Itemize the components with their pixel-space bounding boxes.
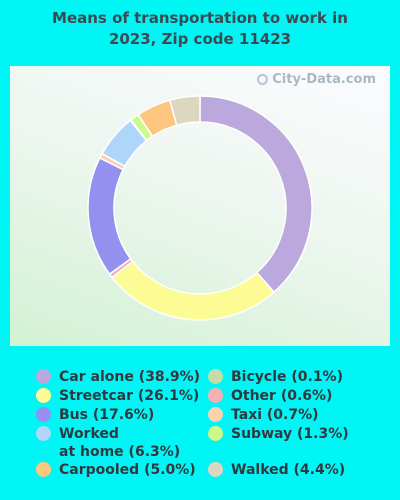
legend-swatch <box>208 462 223 477</box>
legend-swatch <box>36 462 51 477</box>
legend-swatch <box>208 407 223 422</box>
slice-9[interactable] <box>168 95 201 127</box>
legend-swatch <box>208 388 223 403</box>
legend-item: Carpooled (5.0%) <box>36 461 196 479</box>
legend-label: Carpooled (5.0%) <box>59 462 196 478</box>
magnifier-icon <box>257 74 269 85</box>
legend-item: Worked at home (6.3%) <box>36 425 180 461</box>
legend-label: Other (0.6%) <box>231 388 333 404</box>
legend-swatch <box>208 426 223 441</box>
legend-item: Car alone (38.9%) <box>36 368 200 386</box>
legend-item: Subway (1.3%) <box>208 425 349 443</box>
legend-label: Subway (1.3%) <box>231 426 349 442</box>
legend-label: Taxi (0.7%) <box>231 407 319 423</box>
legend-label: Bicycle (0.1%) <box>231 369 343 385</box>
watermark-text: City-Data.com <box>272 72 376 87</box>
legend-label: Car alone (38.9%) <box>59 369 201 385</box>
legend-swatch <box>36 426 51 441</box>
legend-label: Streetcar (26.1%) <box>59 388 200 404</box>
legend-swatch <box>36 388 51 403</box>
legend-item: Bus (17.6%) <box>36 406 154 424</box>
slice-1[interactable] <box>111 260 276 321</box>
chart-title-text: Means of transportation to work in 2023,… <box>52 9 348 48</box>
chart-title: Means of transportation to work in 2023,… <box>0 8 400 50</box>
legend-item: Bicycle (0.1%) <box>208 368 343 386</box>
legend-swatch <box>208 369 223 384</box>
plot-area: City-Data.com <box>10 66 390 346</box>
slice-0[interactable] <box>199 95 313 294</box>
donut-chart <box>87 95 313 321</box>
legend-swatch <box>36 407 51 422</box>
slice-3[interactable] <box>87 156 132 276</box>
legend-item: Streetcar (26.1%) <box>36 387 199 405</box>
legend-item: Taxi (0.7%) <box>208 406 319 424</box>
legend-label: Bus (17.6%) <box>59 407 155 423</box>
watermark: City-Data.com <box>257 72 376 87</box>
legend-item: Walked (4.4%) <box>208 461 345 479</box>
legend-swatch <box>36 369 51 384</box>
legend-label: Worked at home (6.3%) <box>59 426 181 460</box>
legend-label: Walked (4.4%) <box>231 462 346 478</box>
legend-item: Other (0.6%) <box>208 387 332 405</box>
